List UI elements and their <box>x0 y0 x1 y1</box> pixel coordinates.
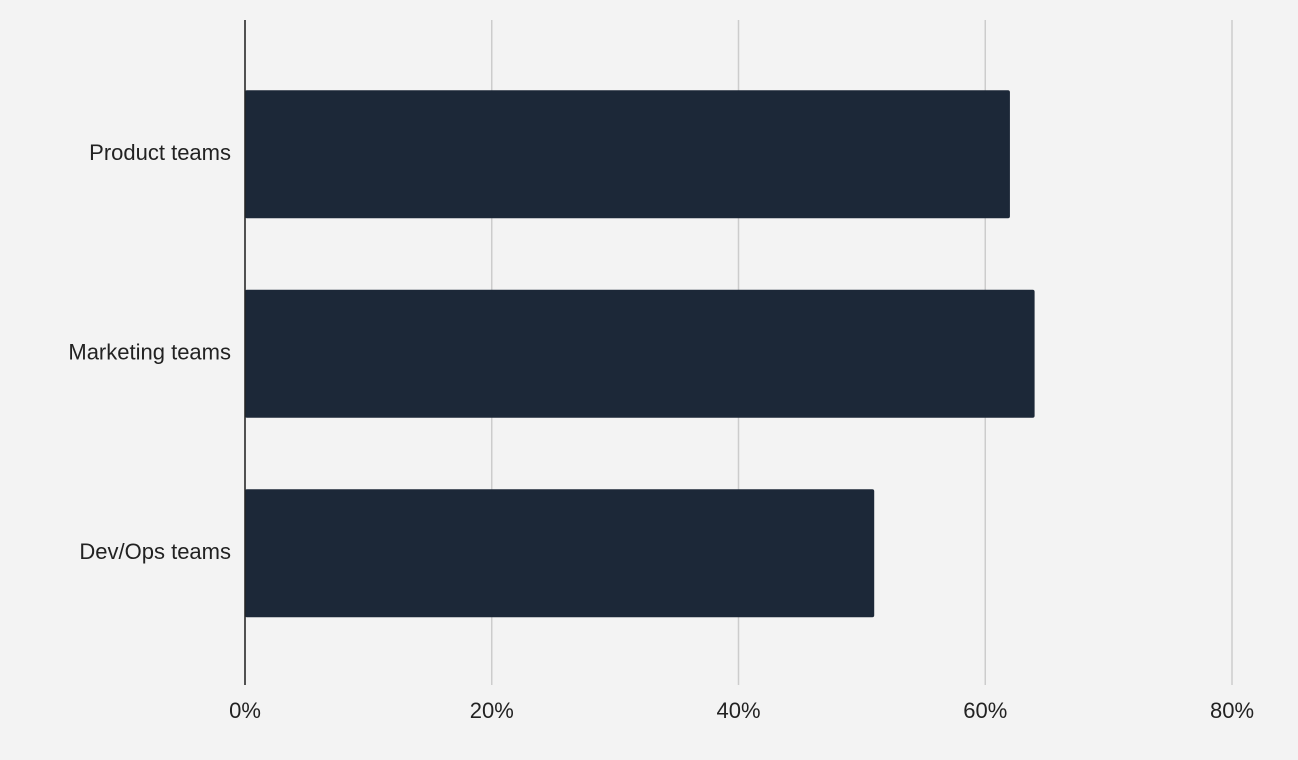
x-tick-label: 40% <box>716 698 760 723</box>
y-tick-label: Marketing teams <box>68 340 231 365</box>
x-tick-label: 60% <box>963 698 1007 723</box>
bar <box>245 90 1010 219</box>
x-tick-label: 0% <box>229 698 261 723</box>
bar <box>245 289 1035 418</box>
y-tick-label: Product teams <box>89 140 231 165</box>
x-tick-label: 80% <box>1210 698 1254 723</box>
y-tick-label: Dev/Ops teams <box>79 539 231 564</box>
x-tick-label: 20% <box>470 698 514 723</box>
bar <box>245 489 875 618</box>
